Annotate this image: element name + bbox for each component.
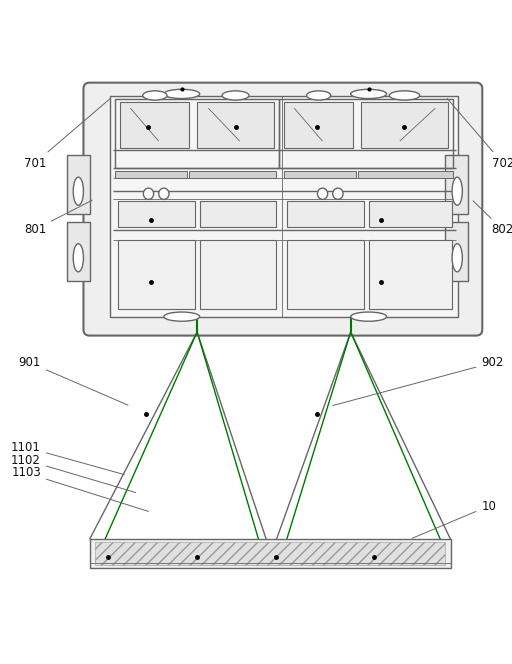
- FancyBboxPatch shape: [83, 82, 482, 335]
- Bar: [115, 99, 279, 168]
- Bar: [189, 171, 276, 179]
- Ellipse shape: [452, 177, 462, 205]
- Bar: [110, 96, 458, 317]
- Text: 701: 701: [24, 98, 111, 169]
- Ellipse shape: [143, 188, 154, 199]
- Bar: [284, 102, 353, 147]
- Text: 802: 802: [473, 201, 512, 236]
- Bar: [287, 240, 364, 309]
- Ellipse shape: [143, 91, 167, 100]
- Ellipse shape: [73, 244, 83, 272]
- Bar: [200, 240, 276, 309]
- Bar: [90, 539, 451, 568]
- Bar: [279, 99, 453, 168]
- Bar: [115, 171, 187, 179]
- Bar: [369, 240, 452, 309]
- Ellipse shape: [222, 91, 249, 100]
- Bar: [67, 155, 90, 214]
- Text: 1102: 1102: [11, 454, 136, 493]
- Ellipse shape: [159, 188, 169, 199]
- Text: 1103: 1103: [11, 466, 148, 511]
- Bar: [118, 240, 195, 309]
- Bar: [287, 201, 364, 227]
- Text: 1101: 1101: [11, 441, 124, 475]
- Text: 902: 902: [333, 356, 504, 406]
- Text: 10: 10: [412, 499, 496, 539]
- Bar: [358, 171, 453, 179]
- Bar: [284, 171, 356, 179]
- Bar: [369, 201, 452, 227]
- Text: 801: 801: [24, 200, 92, 236]
- Ellipse shape: [351, 90, 387, 98]
- Text: 901: 901: [18, 356, 128, 405]
- Bar: [361, 102, 448, 147]
- Bar: [118, 201, 195, 227]
- Ellipse shape: [452, 244, 462, 272]
- Bar: [67, 222, 90, 281]
- Ellipse shape: [164, 312, 200, 321]
- Ellipse shape: [317, 188, 328, 199]
- Bar: [445, 155, 468, 214]
- Ellipse shape: [333, 188, 343, 199]
- Ellipse shape: [307, 91, 331, 100]
- Text: 702: 702: [447, 98, 512, 169]
- Bar: [197, 102, 274, 147]
- Ellipse shape: [389, 91, 420, 100]
- Ellipse shape: [351, 312, 387, 321]
- Bar: [445, 222, 468, 281]
- Ellipse shape: [73, 177, 83, 205]
- Ellipse shape: [164, 90, 200, 98]
- Bar: [200, 201, 276, 227]
- Bar: [95, 542, 445, 565]
- Bar: [120, 102, 189, 147]
